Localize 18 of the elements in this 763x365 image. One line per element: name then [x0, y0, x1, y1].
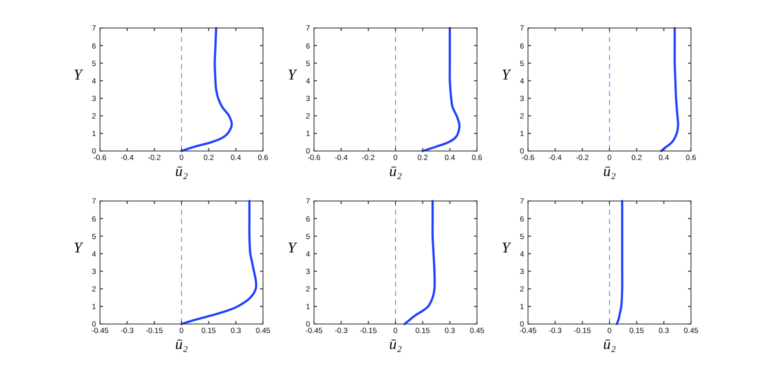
x-axis-title: ū₂	[389, 164, 402, 180]
y-axis-title: Y	[502, 68, 512, 84]
x-axis-title: ū₂	[175, 337, 188, 353]
line-series	[422, 26, 460, 152]
line-series	[616, 200, 624, 326]
line-series	[403, 200, 436, 326]
y-axis-title: Y	[74, 240, 84, 257]
line-series	[660, 26, 680, 152]
x-axis-title: ū₂	[603, 164, 616, 180]
x-axis-title: ū₂	[603, 337, 616, 353]
y-axis-title: Y	[502, 240, 512, 257]
y-axis-title: Y	[288, 68, 298, 84]
line-series	[180, 26, 233, 152]
x-axis-title: ū₂	[175, 164, 188, 180]
line-series	[180, 200, 258, 326]
x-axis-title: ū₂	[389, 337, 402, 353]
y-axis-title: Y	[288, 240, 298, 257]
y-axis-title: Y	[74, 68, 84, 84]
